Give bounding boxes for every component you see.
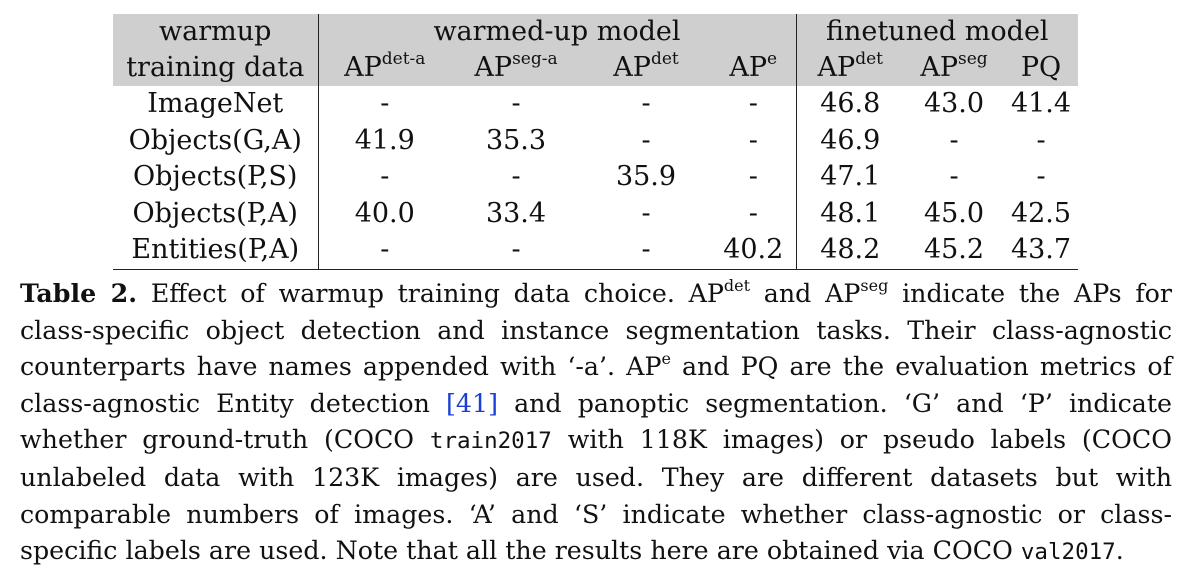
header-metrics-row: training data APdet-a APseg-a APdet APe … (113, 50, 1079, 86)
row-label: Objects(P,A) (113, 195, 319, 232)
cell: - (711, 195, 797, 232)
header-ap-seg: APseg (904, 50, 1004, 86)
header-training-data: training data (113, 50, 319, 86)
cell: 40.2 (711, 232, 797, 270)
caption-text: and (763, 279, 812, 308)
header-pq: PQ (1004, 50, 1079, 86)
cell: 45.0 (923, 197, 985, 229)
cell: 33.4 (485, 197, 547, 229)
caption-text: . (1115, 536, 1124, 566)
cell: - (318, 232, 451, 270)
header-ap-seg-a: APseg-a (451, 50, 581, 86)
cell: 41.9 (354, 124, 415, 156)
cell-best: 48.2 (796, 232, 904, 270)
cell: - (581, 232, 711, 270)
caption-ap-seg: APseg (825, 276, 889, 309)
caption-label: Table 2. (20, 278, 138, 308)
header-finetuned-model: finetuned model (796, 14, 1079, 50)
cell: 40.0 (354, 197, 415, 229)
cell: - (1036, 161, 1046, 193)
cell: - (711, 159, 797, 196)
row-label: ImageNet (113, 86, 319, 123)
header-group-row: warmup warmed-up model finetuned model (113, 14, 1079, 50)
cell: - (451, 232, 581, 270)
caption-ap-e: APe (626, 349, 671, 382)
row-label: Objects(G,A) (113, 122, 319, 159)
cell: - (949, 124, 959, 156)
cell: 41.4 (1010, 88, 1072, 120)
table-row: Objects(P,A) 40.0 33.4 - - 48.1 45.0 42.… (113, 195, 1078, 232)
citation-link[interactable]: [41] (446, 388, 498, 418)
caption-code: val2017 (1020, 539, 1116, 566)
cell: 48.1 (820, 197, 881, 229)
cell: 43.0 (923, 88, 985, 120)
caption-ap-det: APdet (688, 276, 751, 309)
cell: - (949, 161, 959, 193)
header-ap-det-a: APdet-a (318, 50, 451, 86)
cell: 42.5 (1010, 197, 1072, 229)
caption-text: and panoptic segmentation. ‘G’ and ‘P’ i… (20, 388, 1173, 455)
row-label: Entities(P,A) (113, 232, 319, 270)
caption-text: indicate the APs for class-specific obje… (20, 279, 1173, 382)
results-table: warmup warmed-up model finetuned model t… (113, 14, 1079, 270)
cell-best: 43.7 (1004, 232, 1079, 270)
header-ap-det-warmup: APdet (581, 50, 711, 86)
table-row: Objects(P,S) - - 35.9 - 47.1 - - (113, 159, 1078, 196)
caption-text: Effect of warmup training data choice. (150, 279, 675, 308)
cell: 47.1 (820, 161, 881, 193)
table-row: Objects(G,A) 41.9 35.3 - - 46.9 - - (113, 122, 1078, 159)
cell: 46.8 (820, 88, 881, 120)
table-row: ImageNet - - - - 46.8 43.0 41.4 (113, 86, 1078, 123)
table-caption: Table 2. Effect of warmup training data … (20, 275, 1172, 571)
cell: 46.9 (820, 124, 881, 156)
cell: - (641, 124, 651, 156)
cell: - (711, 86, 797, 123)
cell: - (380, 88, 390, 120)
header-warmed-up-model: warmed-up model (318, 14, 797, 50)
header-ap-e: APe (711, 50, 797, 86)
caption-text: with 118K images) or pseudo labels (COCO… (20, 425, 1172, 566)
caption-text: and PQ are the evaluation metrics of cla… (20, 352, 1172, 418)
table-row: Entities(P,A) - - - 40.2 48.2 45.2 43.7 (113, 232, 1079, 270)
cell: 35.3 (485, 124, 547, 156)
cell: - (641, 88, 651, 120)
header-ap-det-finetuned: APdet (796, 50, 904, 86)
header-warmup: warmup (113, 14, 319, 50)
cell: - (511, 161, 521, 193)
cell: - (641, 197, 651, 229)
cell: - (711, 122, 797, 159)
results-table-container: warmup warmed-up model finetuned model t… (113, 14, 1079, 270)
caption-code: train2017 (429, 428, 552, 455)
row-label: Objects(P,S) (113, 159, 319, 196)
cell: - (1036, 124, 1046, 156)
cell: - (380, 161, 390, 193)
cell: - (511, 88, 521, 120)
cell: 35.9 (615, 161, 677, 193)
cell-best: 45.2 (904, 232, 1004, 270)
